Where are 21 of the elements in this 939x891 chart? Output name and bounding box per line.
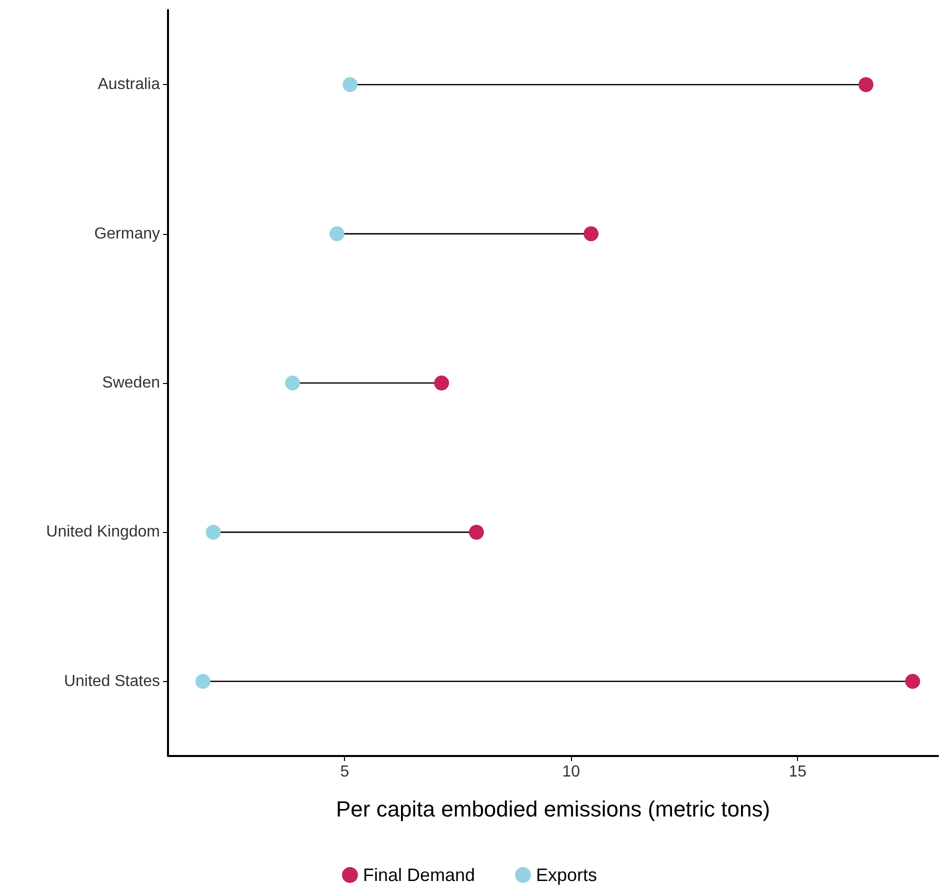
x-tick-label: 5 — [340, 764, 350, 780]
point — [206, 524, 221, 540]
point — [584, 226, 599, 242]
y-tick-label: Sweden — [102, 374, 160, 392]
x-tick-label: 15 — [788, 764, 807, 780]
y-tick-label: United States — [64, 672, 160, 690]
point — [329, 226, 344, 242]
point — [905, 674, 920, 689]
point — [434, 376, 450, 390]
point — [342, 77, 358, 92]
point — [285, 376, 300, 390]
y-tick-label: United Kingdom — [46, 524, 160, 541]
x-tick-label: 10 — [562, 764, 580, 780]
legend-label: Exports — [536, 865, 598, 885]
legend-label: Final Demand — [362, 865, 476, 885]
point — [858, 77, 874, 92]
x-axis-title: Per capita embodied emissions (metric tons) — [336, 796, 770, 822]
y-tick-label: Australia — [98, 76, 160, 94]
y-tick-label: Germany — [94, 225, 160, 242]
point — [195, 674, 210, 689]
point — [468, 524, 484, 540]
